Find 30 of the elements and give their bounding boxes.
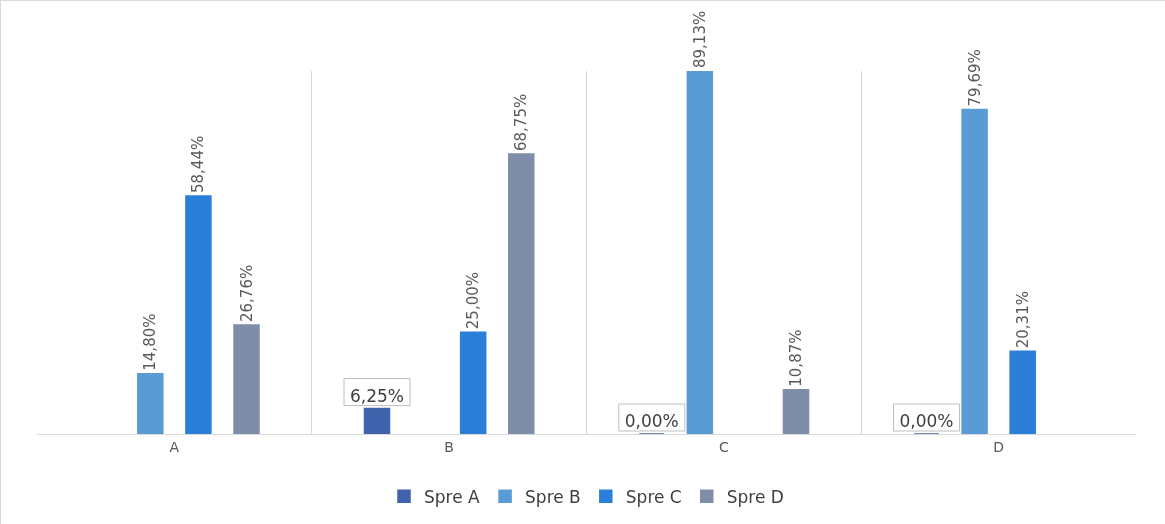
data-label: 79,69% xyxy=(965,49,984,107)
data-label: 10,87% xyxy=(787,329,805,387)
legend-label: Spre B xyxy=(525,486,581,507)
bar xyxy=(233,324,260,434)
data-label: 26,76% xyxy=(237,264,256,323)
bar xyxy=(185,195,212,434)
bar xyxy=(508,153,535,434)
bar xyxy=(782,388,810,434)
data-label: 0,00% xyxy=(624,411,679,431)
bar xyxy=(459,331,487,434)
bar xyxy=(137,372,164,434)
data-label: 20,31% xyxy=(1013,291,1032,349)
x-tick-label: C xyxy=(718,438,729,455)
data-label: 89,13% xyxy=(690,10,709,68)
x-tick-label: A xyxy=(169,438,180,455)
data-label: 0,00% xyxy=(899,411,954,431)
legend-label: Spre A xyxy=(424,486,481,507)
legend-label: Spre D xyxy=(726,486,784,507)
bar xyxy=(363,407,391,434)
legend-label: Spre C xyxy=(625,486,682,507)
data-label: 68,75% xyxy=(512,93,531,151)
data-label: 14,80% xyxy=(141,313,160,371)
data-label: 6,25% xyxy=(349,385,405,406)
data-label: 58,44% xyxy=(189,135,208,193)
x-tick-label: B xyxy=(444,438,454,455)
x-tick-label: D xyxy=(993,438,1005,455)
bar xyxy=(961,108,988,434)
data-label: 25,00% xyxy=(464,271,483,330)
bar xyxy=(686,71,714,434)
bar xyxy=(1009,350,1036,434)
